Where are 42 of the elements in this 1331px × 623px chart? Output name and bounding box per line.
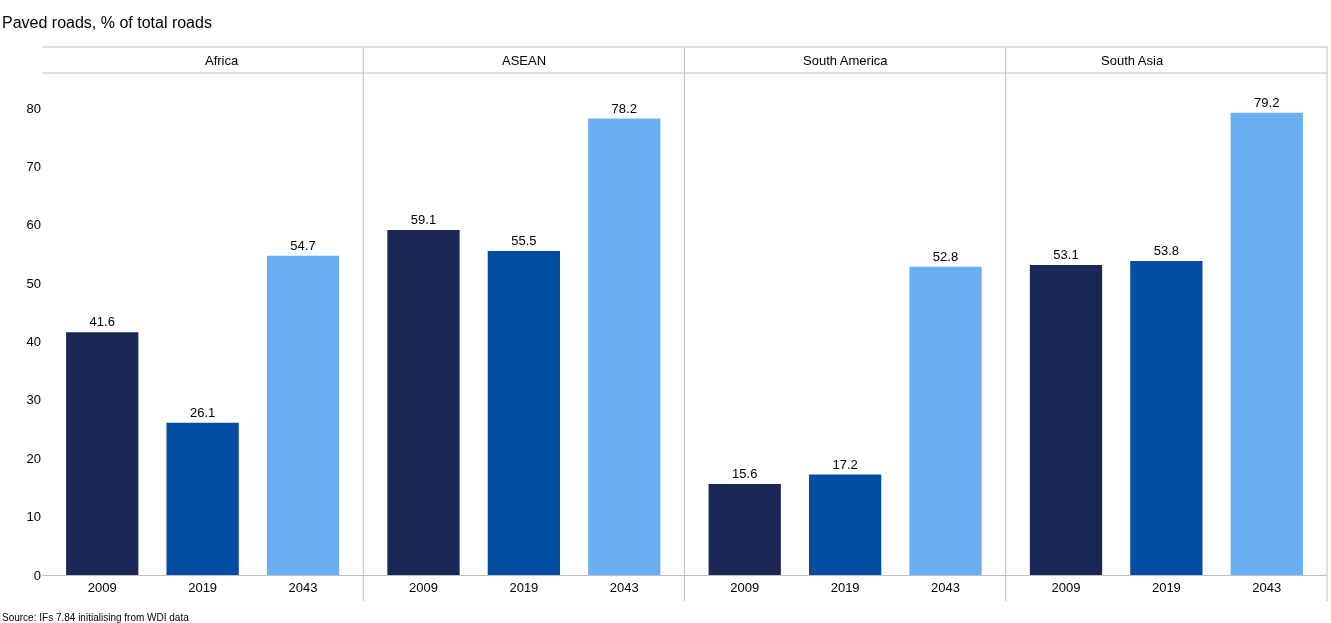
chart-subtitle: South America <box>803 53 889 68</box>
y-tick-label: 0 <box>33 567 41 583</box>
x-tick-label: 2009 <box>730 579 760 595</box>
data-label: 26.1 <box>189 404 216 420</box>
y-tick-label: 80 <box>26 100 41 116</box>
source-note: Source: IFs 7.84 initialising from WDI data <box>2 612 190 623</box>
y-tick-label: 50 <box>26 275 41 291</box>
data-label: 52.8 <box>932 248 959 264</box>
chart-subtitle: Africa <box>205 53 239 68</box>
chart-title: Paved roads, % of total roads <box>2 14 212 31</box>
data-label: 17.2 <box>832 456 858 472</box>
x-tick-label: 2043 <box>288 579 318 595</box>
data-label: 54.7 <box>290 237 316 253</box>
data-label: 41.6 <box>89 314 115 330</box>
y-tick-label: 10 <box>26 509 41 525</box>
y-tick-label: 70 <box>26 158 41 174</box>
chart-subtitle: South Asia <box>1101 53 1164 68</box>
data-label: 79.2 <box>1254 94 1280 110</box>
x-tick-label: 2043 <box>931 579 960 595</box>
y-tick-label: 60 <box>26 217 41 233</box>
x-tick-label: 2019 <box>830 579 860 595</box>
data-label: 55.5 <box>511 233 537 249</box>
x-tick-label: 2043 <box>609 579 639 595</box>
bar <box>266 255 340 575</box>
data-label: 53.1 <box>1053 247 1079 263</box>
x-tick-label: 2019 <box>1151 579 1181 595</box>
bar <box>66 332 139 575</box>
chart-subtitle: ASEAN <box>502 53 547 68</box>
data-label: 53.8 <box>1153 242 1180 258</box>
y-tick-label: 20 <box>26 450 41 466</box>
bar <box>166 422 239 575</box>
y-tick-label: 40 <box>26 334 41 350</box>
x-tick-label: 2019 <box>509 579 539 595</box>
x-tick-label: 2019 <box>188 579 218 595</box>
x-tick-label: 2009 <box>1051 579 1081 595</box>
x-tick-label: 2009 <box>87 579 117 595</box>
data-label: 59.1 <box>410 212 437 228</box>
data-label: 15.6 <box>732 465 758 481</box>
x-tick-label: 2009 <box>409 579 438 595</box>
y-tick-label: 30 <box>26 392 41 408</box>
data-label: 78.2 <box>611 100 637 116</box>
x-tick-label: 2043 <box>1252 579 1282 595</box>
